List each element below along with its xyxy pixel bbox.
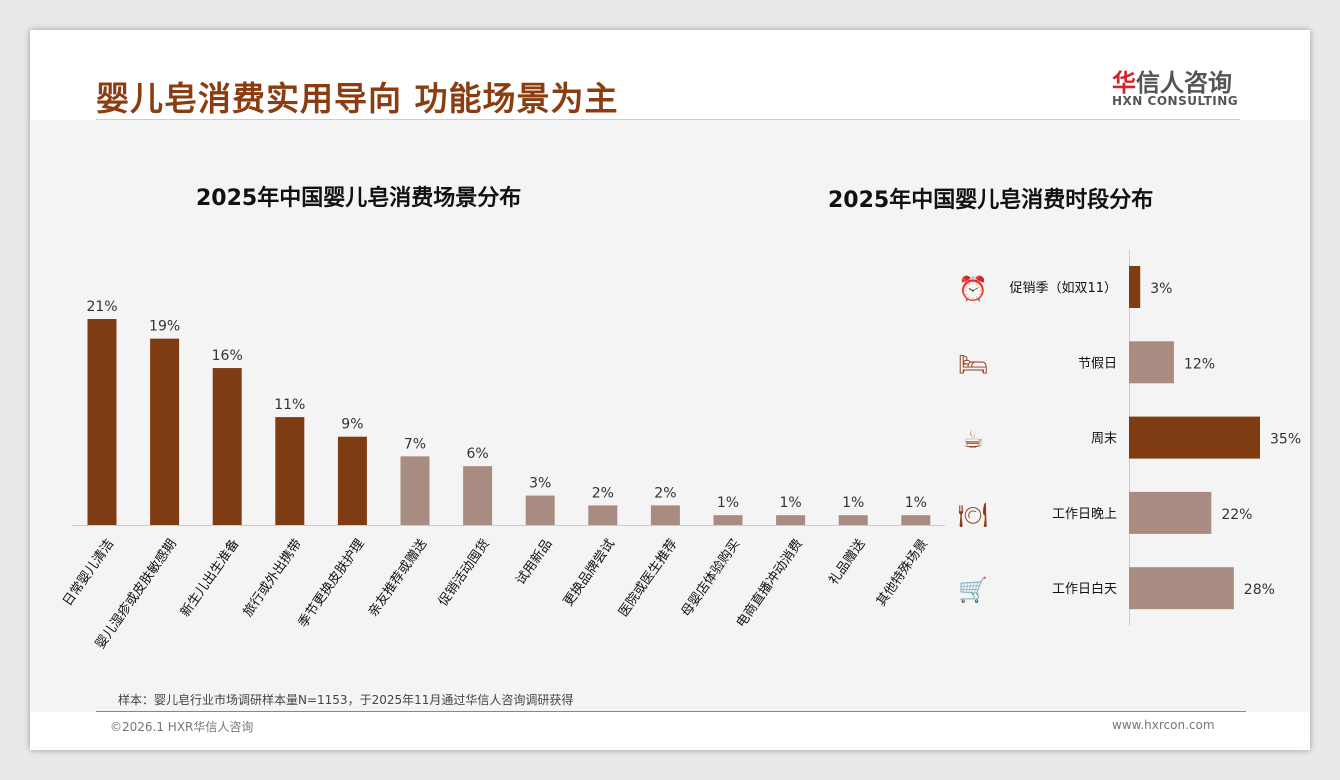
- data-label: 7%: [404, 436, 426, 452]
- data-label: 1%: [717, 495, 739, 511]
- category-label: 工作日白天: [1052, 581, 1117, 597]
- category-label: 季节更换皮肤护理: [296, 537, 368, 631]
- bar: [901, 515, 931, 525]
- shopping-cart-icon: 🛒: [958, 576, 988, 604]
- page-title: 婴儿皂消费实用导向 功能场景为主: [96, 79, 619, 118]
- footer-divider: [96, 711, 1246, 712]
- website: www.hxrcon.com: [1112, 718, 1215, 732]
- bar: [275, 417, 305, 525]
- category-label: 亲友推荐或赠送: [365, 536, 430, 620]
- bar: [1129, 341, 1174, 384]
- coffee-cup-icon: ☕: [962, 426, 984, 454]
- category-label: 周末: [1091, 432, 1117, 447]
- data-label: 9%: [341, 417, 363, 433]
- data-label: 6%: [466, 446, 488, 462]
- category-label: 更换品牌尝试: [560, 536, 618, 609]
- data-label: 11%: [274, 397, 305, 413]
- bar: [87, 319, 117, 525]
- bar: [776, 515, 806, 525]
- data-label: 2%: [592, 485, 614, 501]
- category-label: 电商直播冲动消费: [734, 537, 806, 631]
- logo: 华信人咨询: [1112, 69, 1232, 97]
- bar: [1129, 567, 1234, 610]
- category-label: 母婴店体验购买: [678, 536, 743, 620]
- data-label: 21%: [86, 299, 117, 315]
- bar: [212, 368, 242, 525]
- bar: [150, 338, 180, 525]
- category-label: 节假日: [1078, 356, 1117, 371]
- category-label: 新生儿出生准备: [177, 536, 242, 620]
- category-label: 其他特殊场景: [874, 537, 931, 610]
- copyright: ©2026.1 HXR华信人咨询: [110, 720, 254, 734]
- category-label: 日常婴儿清洁: [60, 537, 117, 610]
- bar: [650, 505, 680, 525]
- bar: [713, 515, 743, 525]
- category-label: 工作日晚上: [1052, 507, 1117, 522]
- bar: [1129, 491, 1212, 534]
- data-label: 35%: [1270, 432, 1301, 448]
- data-label: 19%: [149, 319, 180, 335]
- content-area: [30, 120, 1310, 712]
- category-label: 促销活动囤货: [435, 536, 493, 609]
- data-label: 28%: [1244, 582, 1275, 598]
- bar: [838, 515, 868, 525]
- category-label: 促销季（如双11）: [1009, 280, 1117, 296]
- logo-en: HXN CONSULTING: [1112, 94, 1239, 108]
- data-label: 1%: [905, 495, 927, 511]
- data-label: 22%: [1221, 507, 1252, 523]
- bar: [400, 456, 430, 525]
- dinner-plate-icon: 🍽: [958, 501, 988, 529]
- sample-note: 样本：婴儿皂行业市场调研样本量N=1153，于2025年11月通过华信人咨询调研…: [118, 693, 574, 707]
- category-label: 礼品赠送: [826, 536, 869, 588]
- data-label: 16%: [212, 348, 243, 364]
- bar: [463, 466, 493, 525]
- data-label: 1%: [779, 495, 801, 511]
- category-label: 旅行或外出携带: [240, 536, 305, 620]
- right-chart-title: 2025年中国婴儿皂消费时段分布: [828, 188, 1154, 213]
- data-label: 3%: [1150, 281, 1172, 297]
- data-label: 2%: [654, 485, 676, 501]
- bar: [525, 495, 555, 525]
- category-label: 医院或医生推荐: [616, 537, 680, 620]
- left-chart-title: 2025年中国婴儿皂消费场景分布: [196, 186, 522, 211]
- data-label: 1%: [842, 495, 864, 511]
- bar: [1129, 416, 1260, 459]
- alarm-clock-icon: ⏰: [958, 274, 988, 303]
- bed-icon: 🛏: [958, 350, 988, 378]
- divider: [96, 119, 1240, 120]
- bar: [337, 436, 367, 525]
- data-label: 3%: [529, 476, 551, 492]
- bar: [588, 505, 618, 525]
- bar: [1129, 266, 1141, 308]
- data-label: 12%: [1184, 356, 1215, 372]
- category-label: 试用新品: [513, 536, 556, 588]
